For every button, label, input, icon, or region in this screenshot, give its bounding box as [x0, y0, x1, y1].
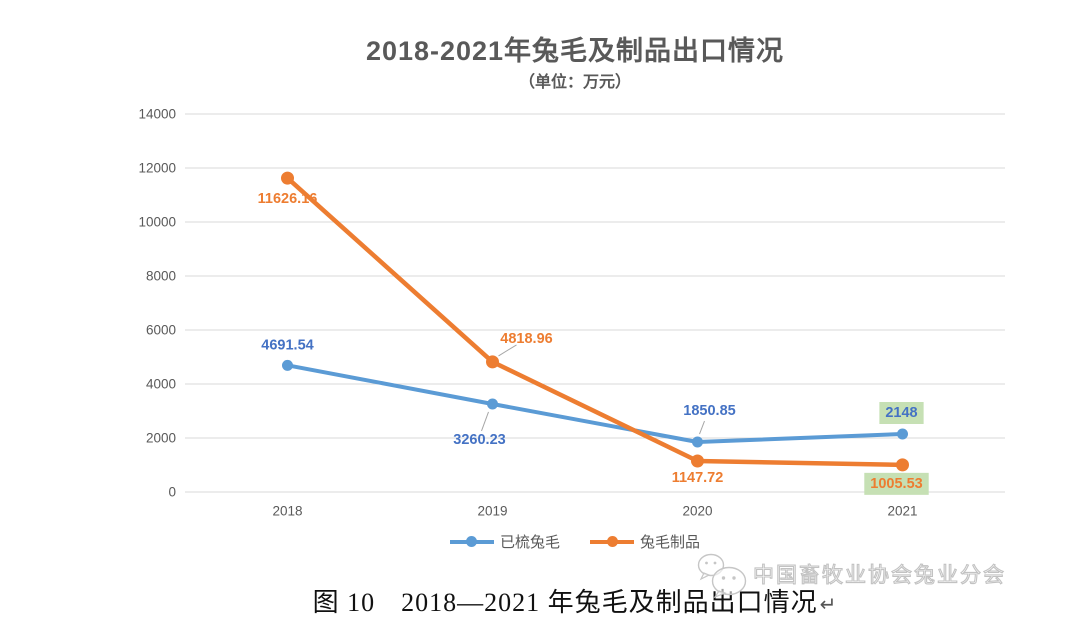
paragraph-return-mark: ↵ [819, 592, 838, 616]
legend-item-combed-rabbit-hair: 已梳兔毛 [449, 531, 560, 552]
data-point-marker [692, 436, 703, 448]
legend-label: 兔毛制品 [640, 534, 701, 551]
legend-line-marker-icon [449, 536, 494, 547]
data-label-leader-line [699, 420, 705, 435]
caption-text: 2018—2021 年兔毛及制品出口情况 [401, 588, 818, 617]
y-axis-tick-label: 6000 [146, 323, 176, 338]
x-axis-tick-label: 2019 [477, 504, 507, 519]
legend-label: 已梳兔毛 [499, 534, 560, 551]
y-axis-tick-label: 8000 [146, 269, 176, 284]
data-point-marker [896, 458, 909, 472]
data-label: 1005.53 [870, 476, 922, 492]
y-axis-tick-label: 10000 [138, 215, 176, 230]
data-point-marker [691, 454, 704, 468]
chart-title: 2018-2021年兔毛及制品出口情况 [365, 36, 785, 66]
watermark: 中国畜牧业协会兔业分会 [697, 553, 1006, 604]
data-label: 1850.85 [683, 403, 735, 419]
caption-number: 图 10 [312, 588, 376, 617]
y-axis-tick-label: 2000 [146, 431, 176, 446]
data-label-highlight [879, 402, 924, 425]
data-point-marker [487, 398, 498, 410]
figure-caption: 图 10 2018—2021 年兔毛及制品出口情况 ↵ [70, 582, 1076, 619]
y-axis-tick-label: 0 [168, 485, 176, 500]
data-point-marker [281, 171, 294, 185]
series-line-0 [285, 363, 905, 445]
series-line-1 [285, 175, 905, 468]
data-label: 1147.72 [672, 470, 724, 486]
data-point-marker [897, 428, 908, 440]
data-label: 3260.23 [453, 432, 505, 448]
data-label: 11626.16 [258, 191, 318, 207]
legend-line-marker-icon [590, 536, 634, 547]
data-label: 4691.54 [261, 337, 313, 353]
wechat-logo-icon [697, 553, 749, 604]
data-label-leader-line [498, 344, 517, 357]
x-axis-tick-label: 2020 [682, 504, 712, 519]
y-axis-tick-label: 12000 [138, 161, 176, 176]
data-point-marker [486, 355, 499, 369]
y-axis-tick-label: 14000 [138, 107, 176, 122]
chart-subtitle: （单位：万元） [518, 74, 631, 91]
data-label-leader-line [481, 411, 489, 432]
data-label-highlight [864, 472, 929, 495]
data-point-marker [282, 359, 293, 371]
data-label: 2148 [885, 405, 917, 421]
watermark-text: 中国畜牧业协会兔业分会 [752, 563, 1006, 587]
data-label: 4818.96 [500, 331, 552, 347]
legend-item-rabbit-hair-products: 兔毛制品 [590, 531, 700, 552]
chart-legend: 已梳兔毛 兔毛制品 [70, 531, 1076, 552]
y-axis-tick-label: 4000 [146, 377, 176, 392]
x-axis-tick-label: 2018 [272, 504, 302, 519]
x-axis-tick-label: 2021 [887, 504, 917, 519]
